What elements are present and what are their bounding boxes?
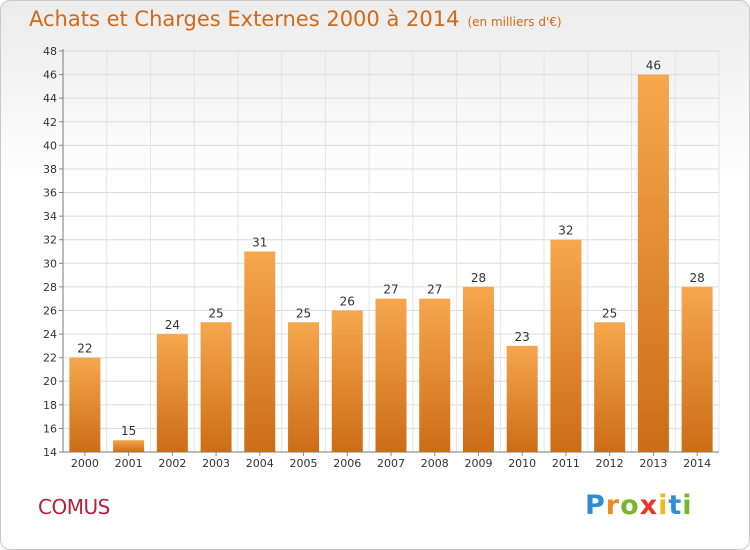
bar xyxy=(462,286,494,452)
bar-value-label: 28 xyxy=(471,271,486,285)
y-tick-label: 24 xyxy=(43,328,57,341)
bar-value-label: 32 xyxy=(558,224,573,238)
logo-letter: i xyxy=(682,490,693,521)
x-tick-label: 2000 xyxy=(71,457,99,470)
bar xyxy=(681,286,713,452)
bar-value-label: 22 xyxy=(77,342,92,356)
x-tick-label: 2007 xyxy=(377,457,405,470)
x-tick-label: 2006 xyxy=(333,457,361,470)
y-tick-label: 40 xyxy=(43,139,57,152)
commune-name: COMUS xyxy=(38,495,110,519)
y-tick-label: 16 xyxy=(43,422,57,435)
bar-value-label: 46 xyxy=(646,59,661,73)
x-tick-label: 2012 xyxy=(596,457,624,470)
x-tick-label: 2008 xyxy=(421,457,449,470)
y-tick-label: 32 xyxy=(43,234,57,247)
x-tick-label: 2002 xyxy=(158,457,186,470)
bar-value-label: 23 xyxy=(515,330,530,344)
bar-value-label: 15 xyxy=(121,424,136,438)
x-tick-label: 2013 xyxy=(639,457,667,470)
y-tick-label: 28 xyxy=(43,281,57,294)
x-tick-label: 2003 xyxy=(202,457,230,470)
x-tick-label: 2014 xyxy=(683,457,711,470)
bar xyxy=(594,322,626,452)
bar-value-label: 25 xyxy=(602,306,617,320)
y-tick-label: 26 xyxy=(43,304,57,317)
logo-letter: x xyxy=(639,490,659,521)
bar-value-label: 24 xyxy=(165,318,180,332)
y-tick-label: 46 xyxy=(43,69,57,82)
y-tick-label: 22 xyxy=(43,352,57,365)
y-tick-label: 18 xyxy=(43,399,57,412)
bar-value-label: 28 xyxy=(689,271,704,285)
bar-value-label: 25 xyxy=(296,306,311,320)
y-tick-label: 48 xyxy=(43,45,57,58)
x-tick-label: 2001 xyxy=(115,457,143,470)
y-tick-label: 30 xyxy=(43,257,57,270)
bar xyxy=(550,239,582,452)
y-tick-label: 44 xyxy=(43,92,57,105)
bar xyxy=(244,251,276,452)
y-tick-label: 38 xyxy=(43,163,57,176)
bar-value-label: 27 xyxy=(383,283,398,297)
logo-letter: i xyxy=(658,490,669,521)
chart-title: Achats et Charges Externes 2000 à 2014 (e… xyxy=(29,7,562,31)
bar xyxy=(156,334,188,452)
x-tick-label: 2009 xyxy=(464,457,492,470)
bar xyxy=(288,322,320,452)
bar xyxy=(419,298,451,452)
logo-letter: r xyxy=(605,490,621,521)
x-tick-label: 2005 xyxy=(290,457,318,470)
bar xyxy=(375,298,407,452)
y-tick-label: 34 xyxy=(43,210,57,223)
y-tick-label: 14 xyxy=(43,446,57,459)
proxiti-logo[interactable]: Proxiti xyxy=(585,490,693,521)
y-tick-label: 42 xyxy=(43,116,57,129)
y-tick-label: 36 xyxy=(43,187,57,200)
chart-unit: (en milliers d'€) xyxy=(467,15,562,29)
logo-letter: t xyxy=(668,490,683,521)
y-tick-label: 20 xyxy=(43,375,57,388)
x-tick-label: 2004 xyxy=(246,457,274,470)
bar xyxy=(506,345,538,452)
bar xyxy=(69,357,101,452)
bar xyxy=(331,310,363,452)
x-tick-label: 2011 xyxy=(552,457,580,470)
logo-letter: o xyxy=(620,490,640,521)
bar-value-label: 27 xyxy=(427,283,442,297)
logo-letter: P xyxy=(585,490,606,521)
bar-value-label: 25 xyxy=(208,306,223,320)
labels: 14 16 18 20 22 24 26 28 30 32 34 36 38 40 42 44 46 48 22 20… xyxy=(43,45,711,470)
bar-value-label: 31 xyxy=(252,236,267,250)
bars xyxy=(69,74,713,453)
bar xyxy=(113,440,145,452)
bar-value-label: 26 xyxy=(340,294,355,308)
x-tick-label: 2010 xyxy=(508,457,536,470)
bar xyxy=(200,322,232,452)
bar xyxy=(637,74,669,453)
chart-title-text: Achats et Charges Externes 2000 à 2014 xyxy=(29,7,460,31)
